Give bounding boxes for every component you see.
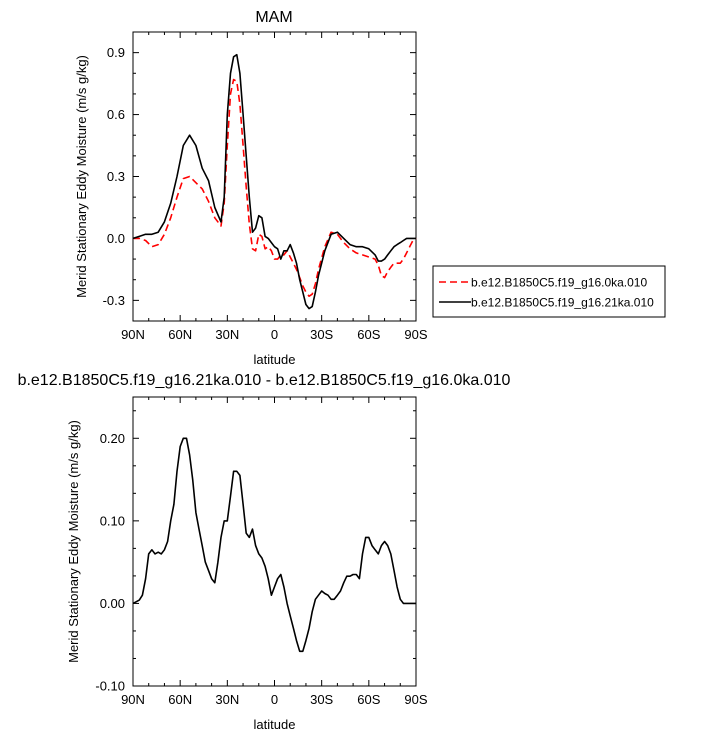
y-tick-label: 0.3 bbox=[107, 169, 125, 184]
plot-frame bbox=[132, 31, 417, 322]
chart-title: MAM bbox=[255, 9, 292, 26]
x-tick-label: 90N bbox=[121, 327, 145, 342]
y-tick-label: 0.6 bbox=[107, 107, 125, 122]
series-line-1 bbox=[133, 78, 417, 298]
y-tick-label: 0.20 bbox=[100, 431, 125, 446]
y-axis-label: Merid Stationary Eddy Moisture (m/s g/kg… bbox=[74, 55, 89, 298]
x-tick-label: 30N bbox=[215, 692, 239, 707]
x-axis-label: latitude bbox=[254, 352, 296, 367]
x-tick-label: 90S bbox=[404, 692, 427, 707]
legend: b.e12.B1850C5.f19_g16.0ka.010 b.e12.B1850… bbox=[432, 265, 666, 318]
bottom-panel-difference: 90N 60N 30N 0 30S 60S 90S -0.10 0.00 0.10 0.20 b.e1… bbox=[18, 372, 511, 732]
legend-entry-1: b.e12.B1850C5.f19_g16.0ka.010 bbox=[471, 276, 647, 290]
y-tick-label: 0.10 bbox=[100, 513, 125, 528]
y-tick-label: 0.00 bbox=[100, 596, 125, 611]
x-tick-label: 60S bbox=[357, 327, 380, 342]
x-tick-label: 0 bbox=[271, 692, 278, 707]
x-tick-label: 60N bbox=[168, 692, 192, 707]
plot-frame bbox=[132, 396, 417, 687]
y-axis-label: Merid Stationary Eddy Moisture (m/s g/kg… bbox=[66, 420, 81, 663]
legend-box bbox=[432, 265, 666, 318]
series-line-1 bbox=[132, 437, 416, 653]
x-tick-label: 90S bbox=[404, 327, 427, 342]
y-tick-label: -0.3 bbox=[103, 293, 125, 308]
legend-entry-2: b.e12.B1850C5.f19_g16.21ka.010 bbox=[471, 296, 654, 310]
series-line-2 bbox=[132, 53, 416, 310]
y-tick-label: -0.10 bbox=[95, 679, 125, 694]
x-axis-label: latitude bbox=[254, 717, 296, 732]
x-tick-label: 60N bbox=[168, 327, 192, 342]
x-tick-label: 30N bbox=[215, 327, 239, 342]
x-tick-label: 30S bbox=[310, 692, 333, 707]
x-tick-label: 30S bbox=[310, 327, 333, 342]
x-tick-label: 90N bbox=[121, 692, 145, 707]
top-panel-mam: 90N 60N 30N 0 30S 60S 90S -0.3 0.0 0.3 0.6 0.9 MAM la… bbox=[74, 9, 428, 367]
y-tick-label: 0.9 bbox=[107, 45, 125, 60]
y-tick-label: 0.0 bbox=[107, 231, 125, 246]
x-tick-label: 0 bbox=[271, 327, 278, 342]
chart-title: b.e12.B1850C5.f19_g16.21ka.010 - b.e12.B… bbox=[18, 372, 511, 389]
x-tick-label: 60S bbox=[357, 692, 380, 707]
